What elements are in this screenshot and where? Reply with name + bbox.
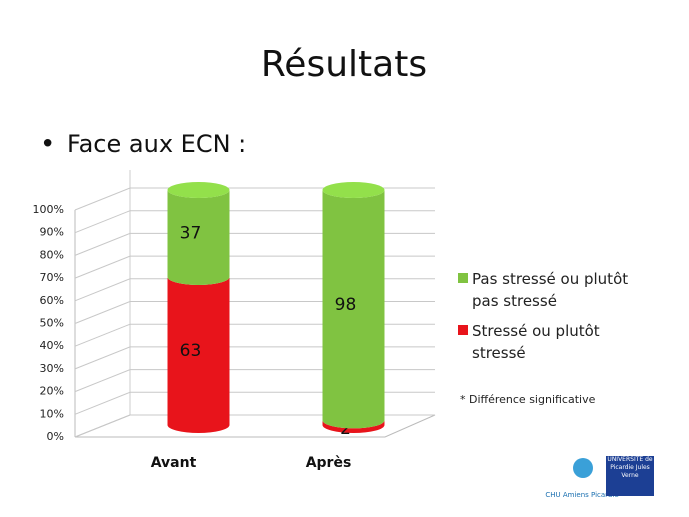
x-tick-label: Avant xyxy=(151,455,197,471)
legend-entry: Stressé ou plutôt stressé xyxy=(472,322,600,362)
y-tick-label: 90% xyxy=(40,226,64,239)
y-tick-label: 80% xyxy=(40,248,64,261)
y-tick-label: 50% xyxy=(40,317,64,330)
logo-shape xyxy=(573,458,593,478)
data-label: 63 xyxy=(180,341,202,361)
logo-chu: CHU Amiens Picardie xyxy=(545,458,619,499)
bar-cap xyxy=(167,182,230,198)
logo-univ: UNIVERSITÉ de Picardie Jules Verne xyxy=(606,456,654,496)
bar-segment xyxy=(322,420,385,433)
bar-segment xyxy=(167,190,230,285)
logo-box: UNIVERSITÉ de Picardie Jules Verne xyxy=(607,456,653,479)
bar-cap xyxy=(322,182,385,198)
legend-swatch xyxy=(458,325,468,335)
y-tick-label: 0% xyxy=(47,430,64,443)
bar-segment xyxy=(322,190,385,429)
legend-entry: Pas stressé ou plutôt pas stressé xyxy=(472,270,629,310)
y-tick-label: 20% xyxy=(40,385,64,398)
logo-text: CHU Amiens Picardie xyxy=(545,491,618,499)
note: * Différence significative xyxy=(460,393,596,406)
y-tick-label: 40% xyxy=(40,339,64,352)
y-tick-label: 30% xyxy=(40,362,64,375)
data-label: 2 xyxy=(340,419,351,439)
x-tick-label: Après xyxy=(306,455,352,471)
bullet-text: Face aux ECN : xyxy=(67,130,246,158)
data-label: 37 xyxy=(180,223,202,243)
logo-text: UNIVERSITÉ de Picardie Jules Verne xyxy=(607,456,653,479)
y-tick-label: 70% xyxy=(40,271,64,284)
slide-title: Résultats xyxy=(261,44,427,85)
bar-segment xyxy=(167,276,230,433)
bullet-dot: • xyxy=(40,130,55,160)
data-label: 98 xyxy=(335,295,357,315)
legend-swatch xyxy=(458,273,468,283)
y-tick-label: 10% xyxy=(40,407,64,420)
y-tick-label: 60% xyxy=(40,294,64,307)
logo-shape xyxy=(606,456,654,496)
y-tick-label: 100% xyxy=(33,203,64,216)
